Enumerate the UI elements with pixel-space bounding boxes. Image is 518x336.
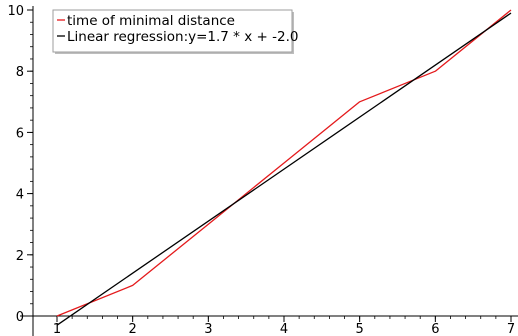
y-tick-label-2: 4 [16, 188, 24, 203]
plot-lines [56, 9, 512, 326]
axes [20, 6, 518, 336]
legend-label-0: time of minimal distance [67, 13, 235, 29]
y-tick-label-4: 8 [16, 65, 24, 80]
series-line-0 [56, 9, 512, 317]
y-tick-label-1: 2 [16, 249, 24, 264]
x-tick-label-0: 1 [53, 322, 61, 336]
x-tick-label-2: 3 [204, 322, 212, 336]
ticks: 1 2 3 4 5 6 7 0 2 4 6 8 10 [7, 4, 515, 336]
legend-box [52, 9, 293, 53]
y-tick-label-5: 10 [7, 4, 24, 19]
series-line-1 [56, 12, 512, 326]
x-tick-label-4: 5 [356, 322, 364, 336]
y-tick-label-0: 0 [16, 310, 24, 325]
y-tick-label-3: 6 [16, 126, 24, 141]
x-tick-label-5: 6 [431, 322, 439, 336]
x-tick-label-3: 4 [280, 322, 288, 336]
legend-label-1: Linear regression:y=1.7 * x + -2.0 [67, 29, 298, 45]
x-tick-label-6: 7 [507, 322, 515, 336]
x-tick-label-1: 2 [129, 322, 137, 336]
